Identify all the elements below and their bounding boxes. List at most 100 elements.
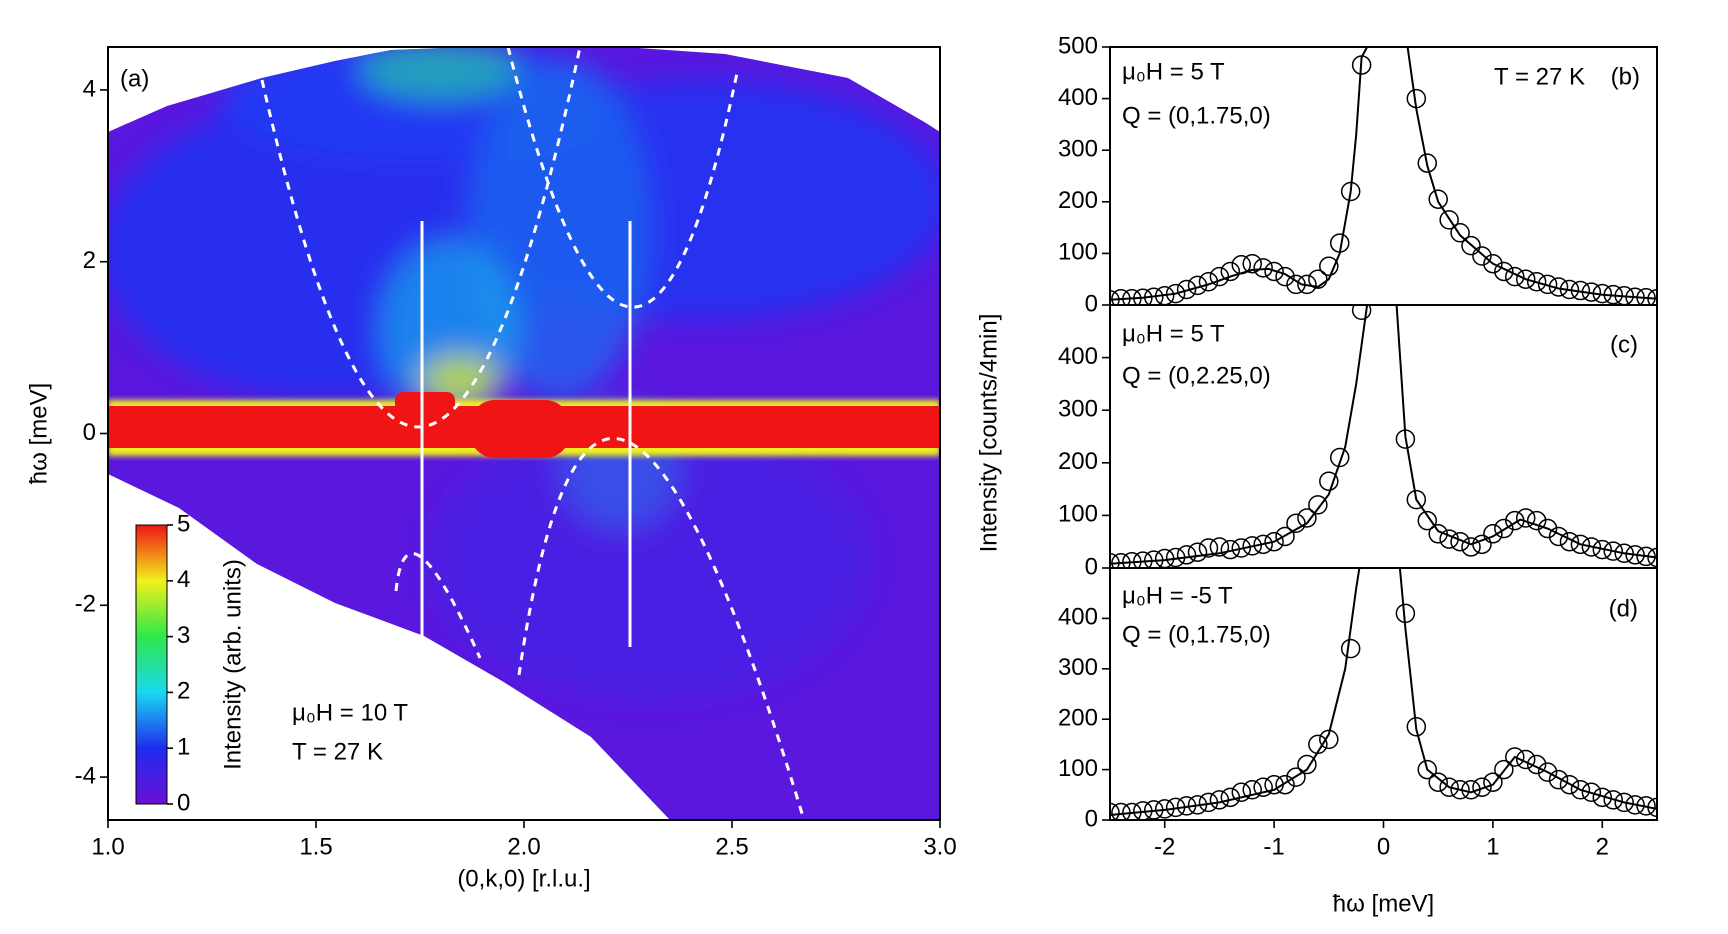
data-point: [1275, 526, 1295, 547]
data-point: [1515, 269, 1536, 289]
annotation: Q = (0,1.75,0): [1122, 102, 1271, 129]
x-tick-label: 1.0: [91, 833, 124, 860]
data-point: [1319, 471, 1339, 491]
annotation: Q = (0,1.75,0): [1122, 621, 1271, 648]
x-tick-label: 2.5: [715, 833, 748, 860]
data-point: [1526, 754, 1547, 775]
y-tick-label: 300: [1058, 654, 1098, 681]
data-point: [1198, 538, 1219, 558]
y-tick-label: 0: [1085, 805, 1098, 832]
data-point: [1537, 518, 1558, 539]
data-point: [1472, 777, 1492, 797]
x-tick-label: 1.5: [299, 833, 332, 860]
y-tick-label: 0: [83, 419, 96, 446]
data-point: [1439, 210, 1459, 230]
data-point: [1461, 235, 1481, 256]
colorbar-tick-label: 5: [177, 510, 190, 537]
data-point: [1548, 526, 1569, 547]
data-point: [1603, 790, 1623, 810]
annotation: μ₀H = 5 T: [1122, 58, 1225, 85]
y-tick-label: 100: [1058, 239, 1098, 266]
y-tick-label: 400: [1058, 84, 1098, 111]
y-tick-label: 0: [1085, 553, 1098, 580]
data-point: [1526, 510, 1547, 531]
data-point: [1483, 253, 1503, 274]
data-point: [1515, 749, 1536, 770]
data-point: [1231, 782, 1252, 803]
y-tick-label: -4: [75, 762, 96, 789]
data-point: [1264, 531, 1284, 552]
x-tick-label: 1: [1486, 833, 1499, 860]
data-point: [1242, 536, 1262, 556]
x-tick-label: 2.0: [507, 833, 540, 860]
data-point: [1537, 762, 1558, 782]
intensity-map: [108, 47, 940, 820]
y-tick-label: 200: [1058, 448, 1098, 475]
fit-line: [1110, 47, 1657, 301]
data-point: [1450, 780, 1470, 800]
y-tick-label: 500: [1058, 32, 1098, 59]
colorbar-tick-label: 2: [177, 678, 190, 705]
fit-line: [1110, 305, 1657, 565]
data-point: [1187, 542, 1208, 562]
data-point: [1494, 759, 1514, 780]
data-point: [1483, 524, 1503, 544]
data-point: [1176, 279, 1197, 300]
annotation: Q = (0,2.25,0): [1122, 362, 1271, 389]
data-point: [1308, 269, 1328, 289]
y-axis-label: Intensity [counts/4min]: [975, 314, 1002, 553]
data-point: [1537, 274, 1558, 295]
data-point: [1592, 539, 1613, 560]
data-point: [1165, 283, 1186, 304]
data-point: [1581, 782, 1602, 803]
data-point: [1297, 508, 1317, 528]
y-tick-label: 400: [1058, 604, 1098, 631]
plot-area: [1110, 305, 1657, 568]
annotation: μ₀H = 5 T: [1122, 320, 1225, 347]
data-point: [1417, 153, 1438, 173]
data-point: [1209, 790, 1230, 810]
fit-line: [1110, 568, 1657, 816]
data-point: [1570, 534, 1591, 555]
data-point: [1603, 541, 1623, 561]
data-point: [1176, 545, 1197, 565]
data-point: [1526, 272, 1547, 292]
data-point: [1253, 258, 1273, 278]
dispersion-curve: [394, 552, 482, 659]
annotation: μ₀H = 10 T: [292, 699, 408, 726]
x-tick-label: -1: [1263, 833, 1284, 860]
data-point: [1483, 772, 1503, 792]
data-point: [1450, 223, 1470, 243]
y-tick-label: 300: [1058, 136, 1098, 163]
x-axis-label: ħω [meV]: [1333, 890, 1434, 917]
data-point: [1319, 256, 1339, 277]
colorbar-label: Intensity (arb. units): [219, 559, 246, 770]
data-point: [1406, 717, 1427, 737]
x-tick-label: 0: [1377, 833, 1390, 860]
data-point: [1340, 638, 1361, 659]
data-point: [1297, 274, 1317, 295]
y-tick-label: 300: [1058, 396, 1098, 423]
data-point: [1450, 531, 1470, 552]
data-point: [1515, 508, 1536, 528]
colorbar-tick-label: 0: [177, 789, 190, 816]
data-point: [1472, 246, 1492, 266]
data-point: [1297, 754, 1317, 775]
data-point: [1548, 769, 1569, 790]
data-point: [1581, 537, 1602, 557]
data-point: [1461, 537, 1481, 557]
data-point: [1614, 792, 1634, 813]
plot-area: [1110, 568, 1657, 820]
data-point: [1220, 261, 1241, 282]
annotation: (c): [1610, 331, 1638, 358]
data-point: [1110, 802, 1120, 820]
data-point: [1614, 543, 1634, 564]
plot-area: [1110, 47, 1657, 305]
y-tick-label: 4: [83, 75, 96, 102]
data-point: [1231, 538, 1252, 558]
colorbar-tick-label: 3: [177, 622, 190, 649]
data-point: [1647, 547, 1657, 568]
data-point: [1625, 795, 1645, 815]
annotation: (b): [1611, 63, 1640, 90]
